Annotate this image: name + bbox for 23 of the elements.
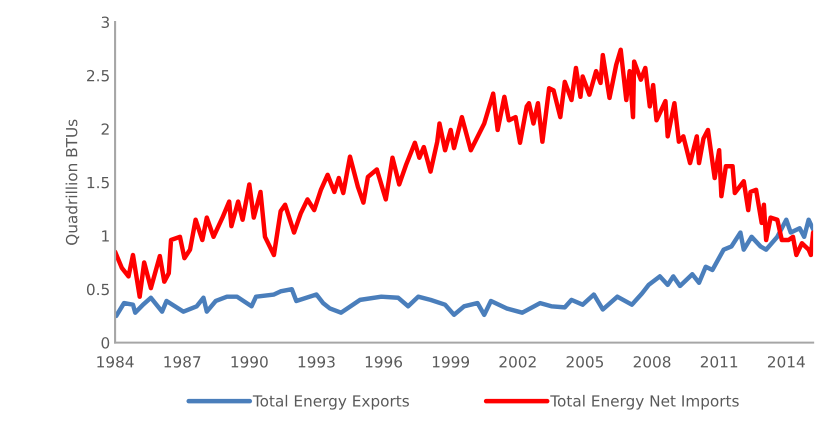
y-tick-label: 2.5 xyxy=(87,70,109,82)
y-axis-title: Quadrillion BTUs xyxy=(66,120,80,245)
x-tick-label: 1993 xyxy=(298,356,335,368)
y-tick-label: 0.5 xyxy=(86,284,109,296)
x-tick-label: 2014 xyxy=(768,356,805,368)
y-tick-label: 0 xyxy=(102,337,110,349)
y-tick-label: 3 xyxy=(102,16,109,28)
x-tick-label: 1996 xyxy=(366,356,402,368)
x-tick-label: 1999 xyxy=(432,356,470,368)
y-tick-label: 1 xyxy=(102,230,109,242)
x-tick-label: 2011 xyxy=(700,356,738,368)
x-tick-label: 1984 xyxy=(97,356,134,368)
x-tick-label: 2005 xyxy=(566,356,604,368)
y-tick-label: 1.5 xyxy=(88,176,109,188)
y-tick-label: 2 xyxy=(102,123,109,135)
x-tick-label: 1987 xyxy=(164,356,200,368)
x-tick-label: 2008 xyxy=(634,356,670,368)
line-series xyxy=(115,217,814,318)
x-tick-label: 2002 xyxy=(499,356,536,368)
x-tick-label: 1990 xyxy=(232,356,268,368)
legend-label: Total Energy Net Imports xyxy=(550,394,739,410)
legend-label: Total Energy Exports xyxy=(252,394,409,410)
line-series xyxy=(115,48,814,299)
